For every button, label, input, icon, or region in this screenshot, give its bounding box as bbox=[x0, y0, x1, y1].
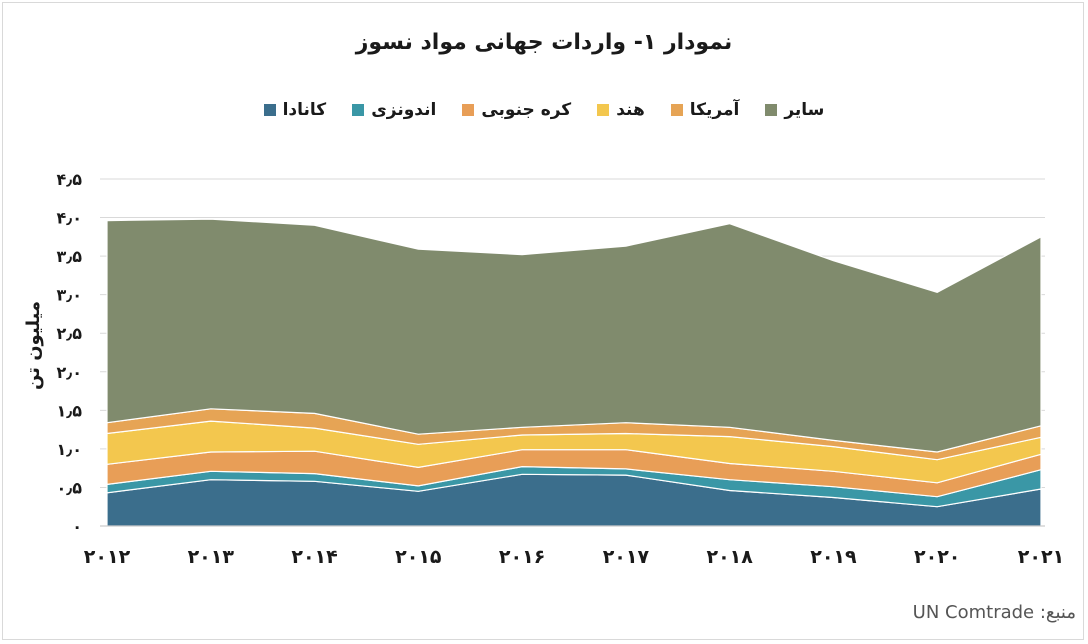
legend-item: اندونزی bbox=[352, 100, 436, 120]
x-tick-label: ۲۰۱۷ bbox=[603, 546, 650, 568]
legend: سایر آمریکا هند کره جنوبی اندونزی کانادا bbox=[0, 100, 1088, 120]
x-tick-label: ۲۰۲۱ bbox=[1018, 546, 1064, 568]
y-tick-label: ۴٫۰ bbox=[56, 209, 82, 228]
legend-swatch bbox=[765, 104, 778, 116]
legend-label: کره جنوبی bbox=[481, 100, 572, 120]
legend-swatch bbox=[597, 104, 610, 116]
y-tick-label: ۰٫۵ bbox=[56, 478, 82, 497]
legend-item: سایر bbox=[765, 100, 824, 120]
legend-item: هند bbox=[597, 100, 645, 120]
x-tick-label: ۲۰۲۰ bbox=[914, 546, 960, 568]
x-tick-label: ۲۰۱۶ bbox=[499, 546, 545, 568]
legend-label: هند bbox=[616, 100, 645, 120]
x-tick-label: ۲۰۱۲ bbox=[84, 546, 131, 568]
y-tick-label: ۲٫۵ bbox=[56, 324, 82, 343]
source-note: منبع: UN Comtrade bbox=[912, 602, 1076, 623]
y-tick-label: ۳٫۵ bbox=[56, 247, 82, 266]
legend-swatch bbox=[263, 104, 276, 116]
x-tick-label: ۲۰۱۸ bbox=[706, 546, 753, 568]
legend-label: آمریکا bbox=[689, 100, 740, 120]
y-tick-label: ۱٫۰ bbox=[56, 440, 82, 459]
x-tick-label: ۲۰۱۴ bbox=[291, 546, 337, 568]
legend-swatch bbox=[462, 104, 475, 116]
area-series-5 bbox=[106, 218, 1042, 453]
legend-swatch bbox=[670, 104, 683, 116]
y-tick-label: ۱٫۵ bbox=[56, 401, 82, 420]
legend-label: سایر bbox=[784, 100, 825, 120]
legend-item: آمریکا bbox=[670, 100, 740, 120]
x-tick-label: ۲۰۱۹ bbox=[810, 546, 857, 568]
legend-item: کره جنوبی bbox=[462, 100, 571, 120]
y-tick-label: ۴٫۵ bbox=[56, 170, 82, 189]
x-tick-label: ۲۰۱۵ bbox=[395, 546, 442, 568]
y-tick-label: ۰ bbox=[72, 517, 82, 536]
legend-swatch bbox=[352, 104, 365, 116]
legend-item: کانادا bbox=[263, 100, 327, 120]
legend-label: اندونزی bbox=[371, 100, 437, 120]
chart-title: نمودار ۱- واردات جهانی مواد نسوز bbox=[355, 30, 733, 55]
y-tick-label: ۳٫۰ bbox=[56, 286, 82, 305]
x-tick-label: ۲۰۱۳ bbox=[188, 546, 235, 568]
legend-label: کانادا bbox=[282, 100, 327, 120]
y-tick-label: ۲٫۰ bbox=[56, 363, 82, 382]
